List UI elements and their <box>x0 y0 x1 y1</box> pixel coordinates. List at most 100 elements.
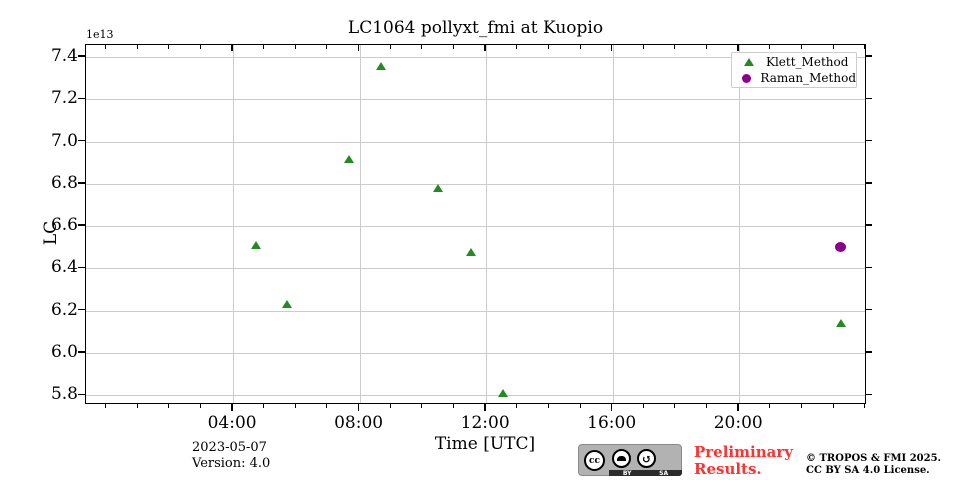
x-minor-tick-top <box>579 45 581 49</box>
y-tick-label: 6.2 <box>50 299 78 320</box>
data-point-klett_method <box>281 300 292 309</box>
chart-title: LC1064 pollyxt_fmi at Kuopio <box>347 18 604 38</box>
x-minor-tick-top <box>294 45 296 49</box>
data-point-klett_method <box>251 241 262 250</box>
x-minor-tick-top <box>642 45 644 49</box>
x-minor-tick-top <box>326 45 328 49</box>
x-minor-tick <box>642 404 644 408</box>
x-major-tick <box>357 404 360 411</box>
x-major-tick-top <box>484 45 486 51</box>
y-major-tick <box>78 55 85 57</box>
y-tick-label: 5.8 <box>50 384 78 405</box>
klett-triangle-icon <box>744 58 754 66</box>
x-minor-tick-top <box>168 45 170 49</box>
x-gridline <box>739 45 741 403</box>
cc-badge-labels: BY SA <box>609 469 682 477</box>
y-major-tick-right <box>866 55 872 57</box>
y-major-tick <box>78 139 85 142</box>
data-point-klett_method <box>497 389 508 398</box>
copyright-notice: © TROPOS & FMI 2025. CC BY SA 4.0 Licens… <box>806 453 942 476</box>
cc-by-sa-badge: cc ↺ BY SA <box>578 444 682 477</box>
x-major-tick <box>484 404 486 411</box>
y-major-tick <box>78 182 85 184</box>
y-major-tick <box>78 351 85 353</box>
y-major-tick-right <box>866 351 872 353</box>
y-gridline <box>86 99 865 101</box>
y-tick-label: 7.2 <box>50 88 78 109</box>
x-minor-tick <box>389 404 391 408</box>
x-minor-tick <box>547 404 549 408</box>
by-label: BY <box>622 469 632 477</box>
x-minor-tick <box>136 404 138 408</box>
x-major-tick <box>737 404 739 411</box>
x-tick-label: 08:00 <box>334 413 384 433</box>
x-axis-label: Time [UTC] <box>434 434 536 454</box>
preliminary-results-watermark: Preliminary Results. <box>694 443 793 478</box>
x-minor-tick-top <box>453 45 454 49</box>
x-minor-tick-top <box>547 45 549 49</box>
x-minor-tick <box>769 404 771 408</box>
x-minor-tick <box>706 404 708 408</box>
y-major-tick-right <box>866 182 872 184</box>
x-tick-label: 04:00 <box>207 413 257 433</box>
date-version-block: 2023-05-07 Version: 4.0 <box>192 440 270 472</box>
x-major-tick-top <box>231 45 233 51</box>
x-minor-tick <box>105 404 107 408</box>
x-minor-tick-top <box>864 45 866 49</box>
x-minor-tick <box>421 404 423 408</box>
x-major-tick <box>231 404 233 411</box>
legend-label-raman: Raman_Method <box>760 71 856 85</box>
x-minor-tick-top <box>105 45 107 49</box>
legend: Klett_Method Raman_Method <box>731 52 857 88</box>
x-minor-tick-top <box>769 45 771 49</box>
x-minor-tick <box>832 404 834 408</box>
x-minor-tick <box>199 404 201 408</box>
y-tick-label: 7.0 <box>50 130 78 151</box>
x-tick-label: 12:00 <box>460 413 510 433</box>
y-major-tick-right <box>866 139 872 142</box>
x-minor-tick <box>864 404 866 408</box>
attribution-person-icon <box>612 449 631 468</box>
y-major-tick <box>78 266 85 269</box>
y-major-tick-right <box>866 224 872 226</box>
y-tick-label: 7.4 <box>50 46 78 67</box>
x-minor-tick-top <box>136 45 138 49</box>
legend-label-klett: Klett_Method <box>766 55 849 69</box>
x-gridline <box>612 45 614 403</box>
x-major-tick <box>610 404 613 411</box>
x-minor-tick <box>516 404 518 408</box>
x-minor-tick-top <box>674 45 676 49</box>
y-axis-offset-label: 1e13 <box>86 28 114 41</box>
x-tick-label: 20:00 <box>713 413 763 433</box>
x-minor-tick <box>263 404 265 408</box>
y-major-tick <box>78 308 85 311</box>
y-major-tick-right <box>866 266 872 269</box>
legend-item-klett: Klett_Method <box>732 55 856 69</box>
data-point-klett_method <box>343 154 354 163</box>
x-minor-tick-top <box>832 45 834 49</box>
x-major-tick-top <box>610 45 613 51</box>
x-major-tick-top <box>737 45 739 51</box>
x-minor-tick-top <box>199 45 201 49</box>
plot-area <box>85 44 866 404</box>
x-minor-tick-top <box>706 45 708 49</box>
x-minor-tick <box>453 404 454 408</box>
y-major-tick <box>78 224 85 226</box>
x-minor-tick <box>800 404 802 408</box>
x-minor-tick <box>294 404 296 408</box>
version-label: Version: 4.0 <box>192 456 271 471</box>
y-major-tick <box>78 97 85 100</box>
data-point-klett_method <box>835 319 846 328</box>
data-point-raman_method <box>835 242 847 253</box>
y-gridline <box>86 141 865 143</box>
share-alike-icon: ↺ <box>637 449 656 468</box>
x-tick-label: 16:00 <box>587 413 637 433</box>
x-minor-tick <box>579 404 581 408</box>
x-gridline <box>486 45 488 403</box>
x-minor-tick-top <box>389 45 391 49</box>
x-gridline <box>359 45 361 403</box>
y-major-tick-right <box>866 97 872 100</box>
y-tick-label: 6.0 <box>50 341 78 362</box>
data-point-klett_method <box>376 61 387 70</box>
raman-circle-icon <box>741 73 751 83</box>
